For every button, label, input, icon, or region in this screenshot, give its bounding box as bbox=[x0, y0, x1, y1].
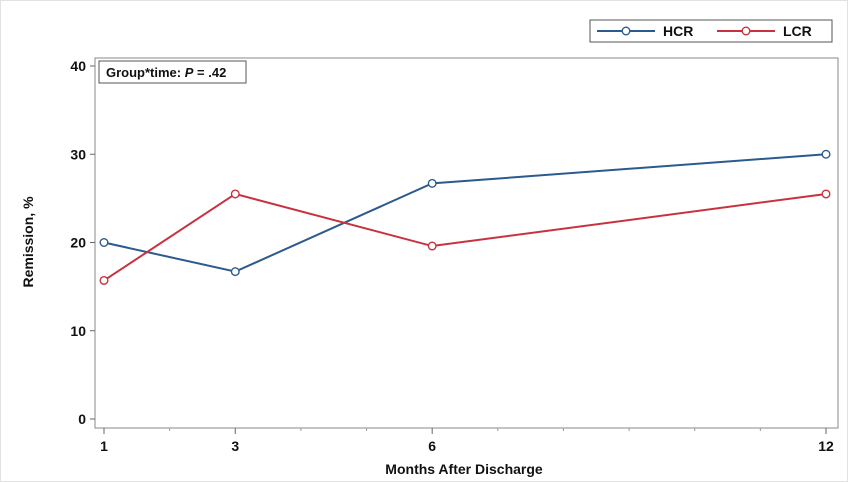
legend: HCR LCR bbox=[589, 19, 833, 43]
data-point bbox=[821, 189, 831, 199]
legend-item-hcr: HCR bbox=[597, 23, 693, 39]
y-tick-label: 30 bbox=[70, 146, 86, 162]
y-tick-label: 0 bbox=[78, 411, 86, 427]
y-axis-label: Remission, % bbox=[20, 196, 36, 288]
data-point bbox=[821, 149, 831, 159]
x-axis: 1 3 6 12 bbox=[100, 428, 834, 454]
data-point bbox=[99, 275, 109, 285]
series-hcr bbox=[99, 149, 831, 277]
annotation-box bbox=[98, 60, 247, 84]
series-layer bbox=[99, 149, 831, 285]
series-line bbox=[103, 153, 827, 273]
legend-label: LCR bbox=[783, 23, 812, 39]
x-tick-label: 12 bbox=[818, 438, 834, 454]
x-tick-label: 3 bbox=[231, 438, 239, 454]
x-axis-label: Months After Discharge bbox=[385, 461, 543, 477]
legend-swatch-marker bbox=[741, 26, 751, 36]
legend-swatch-marker bbox=[621, 26, 631, 36]
data-point bbox=[230, 189, 240, 199]
legend-box bbox=[589, 19, 833, 43]
data-point bbox=[230, 267, 240, 277]
data-point bbox=[99, 237, 109, 247]
annotation-text: Group*time: P = .42 bbox=[106, 65, 226, 80]
data-point bbox=[427, 241, 437, 251]
plot-area bbox=[94, 57, 839, 429]
y-tick-label: 20 bbox=[70, 235, 86, 251]
x-tick-label: 6 bbox=[428, 438, 436, 454]
y-tick-label: 40 bbox=[70, 58, 86, 74]
data-point bbox=[427, 178, 437, 188]
series-lcr bbox=[99, 189, 831, 285]
series-line bbox=[103, 192, 827, 282]
legend-label: HCR bbox=[663, 23, 693, 39]
y-tick-label: 10 bbox=[70, 323, 86, 339]
annotation: Group*time: P = .42 bbox=[98, 60, 247, 84]
y-axis: 0 10 20 30 40 bbox=[70, 58, 95, 427]
x-tick-label: 1 bbox=[100, 438, 108, 454]
legend-item-lcr: LCR bbox=[717, 23, 812, 39]
